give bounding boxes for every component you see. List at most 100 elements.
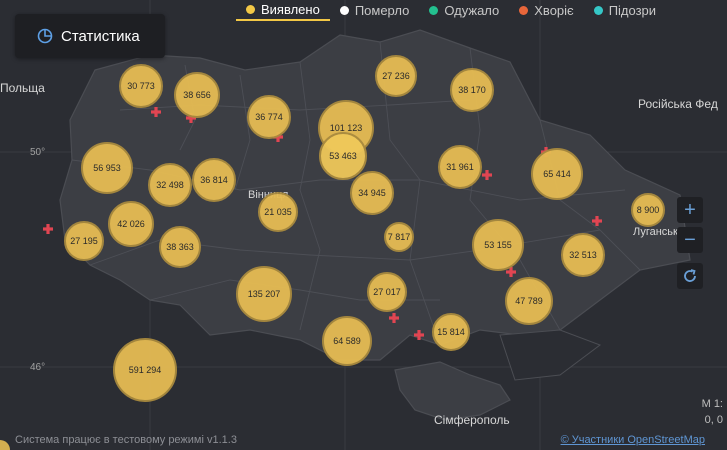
- bubble[interactable]: 38 170: [450, 68, 494, 112]
- suspected-dot-icon: [593, 5, 603, 15]
- bubble-label: 36 774: [255, 112, 283, 122]
- zoom-out-label: −: [684, 228, 696, 251]
- bubble-label: 53 155: [484, 240, 512, 250]
- case-bubbles: 30 773 38 656 27 236 38 170 36 774 101 1…: [64, 55, 665, 402]
- map-label-poland: Польща: [0, 81, 45, 95]
- bubble[interactable]: 32 513: [561, 233, 605, 277]
- tab-label: Хворіє: [534, 2, 574, 18]
- bubble-label: 27 195: [70, 236, 98, 246]
- recovered-dot-icon: [429, 5, 439, 15]
- bubble[interactable]: 53 463: [319, 132, 367, 180]
- bubble[interactable]: 30 773: [119, 64, 163, 108]
- bubble-label: 34 945: [358, 188, 386, 198]
- crimea-region: [394, 361, 511, 421]
- filter-tabs: Виявлено Померло Одужало Хворіє Підозри: [236, 0, 666, 21]
- hospital-icon: [186, 113, 196, 123]
- bubble-label: 8 900: [637, 205, 660, 215]
- reset-view-button[interactable]: [677, 263, 703, 289]
- bubble[interactable]: 65 414: [531, 148, 583, 200]
- bubble[interactable]: 56 953: [81, 142, 133, 194]
- bubble-label: 53 463: [329, 151, 357, 161]
- refresh-icon: [684, 269, 696, 282]
- pie-chart-icon: [37, 28, 53, 44]
- lat-label-46: 46°: [30, 362, 45, 373]
- tab-label: Померло: [354, 2, 410, 18]
- bubble-label: 591 294: [129, 365, 162, 375]
- bubble-label: 47 789: [515, 296, 543, 306]
- hospital-icon: [482, 170, 492, 180]
- zoom-in-label: +: [684, 198, 696, 221]
- bubble[interactable]: 47 789: [505, 277, 553, 325]
- tab-sick[interactable]: Хворіє: [509, 0, 583, 20]
- bubble-label: 32 498: [156, 180, 184, 190]
- bubble-label: 7 817: [388, 232, 411, 242]
- map-label-luhansk: Луганськ: [633, 226, 678, 238]
- zoom-out-button[interactable]: −: [677, 227, 703, 253]
- bubble-label: 30 773: [127, 81, 155, 91]
- coords-label: 0, 0: [704, 414, 723, 426]
- tab-detected[interactable]: Виявлено: [236, 0, 330, 21]
- bubble-label: 101 123: [330, 123, 363, 133]
- bubble-label: 42 026: [117, 219, 145, 229]
- tab-died[interactable]: Померло: [330, 0, 420, 20]
- bubble[interactable]: 31 961: [438, 145, 482, 189]
- bubble[interactable]: 42 026: [108, 201, 154, 247]
- bubble[interactable]: 8 900: [631, 193, 665, 227]
- scale-label: М 1:: [701, 398, 723, 410]
- lat-label-50: 50°: [30, 147, 45, 158]
- hospital-icon: [592, 216, 602, 226]
- bubble[interactable]: 135 207: [236, 266, 292, 322]
- bubble-label: 36 814: [200, 175, 228, 185]
- bubble[interactable]: 7 817: [384, 222, 414, 252]
- statistics-label: Статистика: [61, 27, 140, 45]
- zoom-in-button[interactable]: +: [677, 197, 703, 223]
- bubble-label: 65 414: [543, 169, 571, 179]
- bubble[interactable]: 38 363: [159, 226, 201, 268]
- bubble-label: 27 236: [382, 71, 410, 81]
- map-label-russia: Російська Фед: [638, 97, 718, 111]
- bubble[interactable]: 53 155: [472, 219, 524, 271]
- bubble[interactable]: 15 814: [432, 313, 470, 351]
- hospital-icon: [151, 107, 161, 117]
- hospital-icon: [506, 267, 516, 277]
- detected-dot-icon: [246, 4, 255, 14]
- bubble-label: 38 363: [166, 242, 194, 252]
- bubble[interactable]: 27 236: [375, 55, 417, 97]
- tab-recovered[interactable]: Одужало: [419, 0, 509, 20]
- bubble[interactable]: 591 294: [113, 338, 177, 402]
- osm-attribution-link[interactable]: © Участники OpenStreetMap: [560, 434, 705, 446]
- died-dot-icon: [339, 5, 349, 15]
- bubble-label: 27 017: [373, 287, 401, 297]
- bubble-label: 15 814: [437, 327, 465, 337]
- bubble[interactable]: 27 017: [367, 272, 407, 312]
- tab-label: Підозри: [608, 2, 657, 18]
- status-text: Система працює в тестовому режимі v1.1.3: [15, 434, 237, 446]
- bubble[interactable]: 36 774: [247, 95, 291, 139]
- bubble-label: 56 953: [93, 163, 121, 173]
- bubble[interactable]: 64 589: [322, 316, 372, 366]
- statistics-button[interactable]: Статистика: [15, 14, 165, 58]
- hospital-icon: [414, 330, 424, 340]
- bubble[interactable]: 34 945: [350, 171, 394, 215]
- tab-label: Одужало: [444, 2, 500, 18]
- bubble[interactable]: 38 656: [174, 72, 220, 118]
- bubble-label: 21 035: [264, 207, 292, 217]
- sick-dot-icon: [519, 5, 529, 15]
- bubble-edge: [0, 440, 10, 450]
- bubble-label: 38 170: [458, 85, 486, 95]
- bubble-label: 32 513: [569, 250, 597, 260]
- bubble-label: 135 207: [248, 289, 281, 299]
- hospital-icon: [43, 224, 53, 234]
- tab-suspected[interactable]: Підозри: [584, 0, 666, 20]
- bubble[interactable]: 27 195: [64, 221, 104, 261]
- bubble-label: 38 656: [183, 90, 211, 100]
- bubble[interactable]: 21 035: [258, 192, 298, 232]
- bubble[interactable]: 32 498: [148, 163, 192, 207]
- map-label-simferopol: Сімферополь: [434, 413, 510, 427]
- tab-label: Виявлено: [261, 1, 320, 17]
- bubble[interactable]: 36 814: [192, 158, 236, 202]
- bubble-label: 31 961: [446, 162, 474, 172]
- bubble-label: 64 589: [333, 336, 361, 346]
- hospital-icon: [389, 313, 399, 323]
